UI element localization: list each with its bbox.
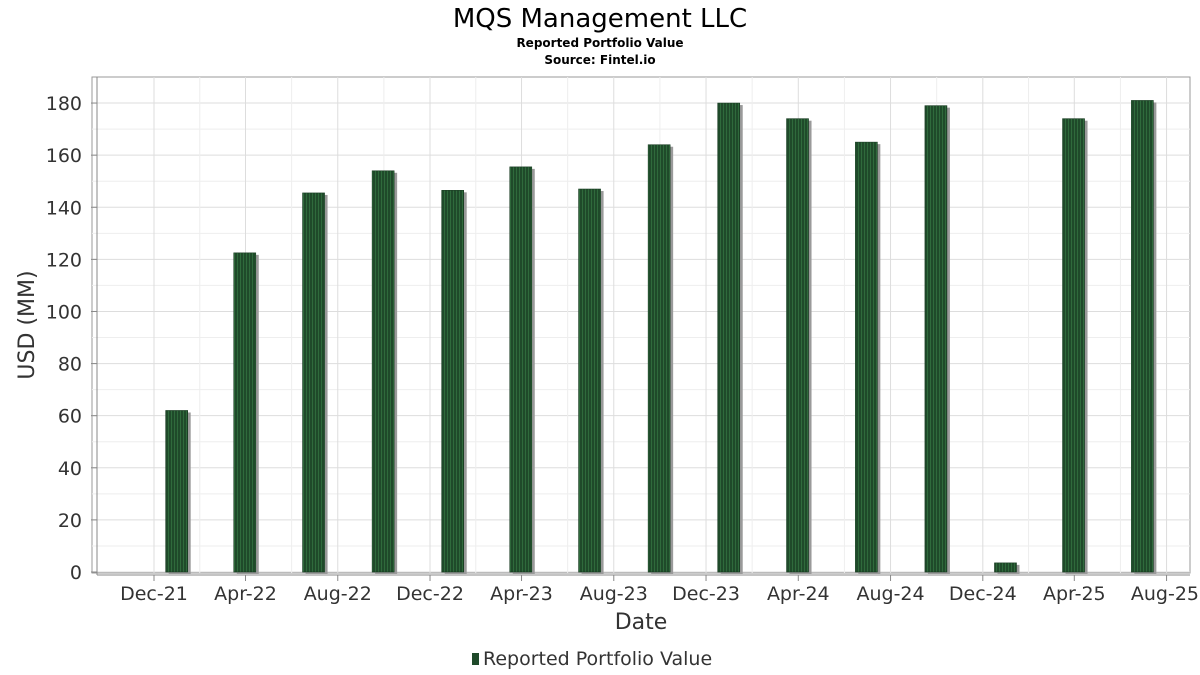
x-tick-label: Dec-21 xyxy=(120,583,188,605)
bar xyxy=(371,170,395,573)
x-tick-label: Dec-24 xyxy=(949,583,1017,605)
y-tick-label: 160 xyxy=(46,145,82,167)
x-tick-label: Aug-25 xyxy=(1131,583,1199,605)
x-tick-label: Dec-23 xyxy=(672,583,740,605)
bar xyxy=(165,410,188,573)
bar xyxy=(994,562,1017,573)
y-tick-label: 20 xyxy=(58,510,82,532)
bar xyxy=(509,166,533,573)
x-tick-label: Apr-22 xyxy=(214,583,277,605)
y-tick-label: 180 xyxy=(46,93,82,115)
axes xyxy=(91,77,1190,581)
y-tick-label: 120 xyxy=(46,249,82,271)
x-tick-label: Aug-23 xyxy=(580,583,648,605)
bar xyxy=(924,105,948,573)
bar xyxy=(302,192,325,573)
bar xyxy=(1131,100,1154,573)
bar xyxy=(578,188,601,573)
y-axis-label: USD (MM) xyxy=(15,270,40,379)
x-tick-label: Apr-25 xyxy=(1043,583,1106,605)
legend-swatch xyxy=(472,653,479,665)
x-tick-label: Dec-22 xyxy=(396,583,464,605)
x-tick-label: Apr-24 xyxy=(767,583,830,605)
chart-source: Source: Fintel.io xyxy=(544,53,655,67)
chart-subtitle: Reported Portfolio Value xyxy=(516,36,683,50)
legend: Reported Portfolio Value xyxy=(472,648,712,670)
bar xyxy=(1062,118,1085,573)
y-tick-label: 100 xyxy=(46,301,82,323)
legend-label: Reported Portfolio Value xyxy=(483,648,712,670)
y-tick-labels: 0 20 40 60 80 100 120 140 160 180 xyxy=(46,93,82,584)
x-tick-labels: Dec-21 Apr-22 Aug-22 Dec-22 Apr-23 Aug-23 Dec-… xyxy=(120,583,1199,605)
x-tick-label: Aug-24 xyxy=(856,583,924,605)
x-axis-label: Date xyxy=(615,610,668,635)
bars xyxy=(165,100,1157,575)
y-tick-label: 140 xyxy=(46,197,82,219)
bar xyxy=(647,144,671,573)
y-tick-label: 0 xyxy=(70,562,82,584)
bar xyxy=(855,141,878,573)
plot-background xyxy=(91,76,1191,574)
bar xyxy=(786,118,809,573)
x-tick-label: Apr-23 xyxy=(490,583,553,605)
bar xyxy=(717,102,741,573)
bar xyxy=(233,252,257,573)
chart-title: MQS Management LLC xyxy=(453,4,747,34)
x-tick-label: Aug-22 xyxy=(304,583,372,605)
bar xyxy=(441,190,465,573)
y-tick-label: 60 xyxy=(58,406,82,428)
y-tick-label: 80 xyxy=(58,354,82,376)
y-tick-label: 40 xyxy=(58,458,82,480)
